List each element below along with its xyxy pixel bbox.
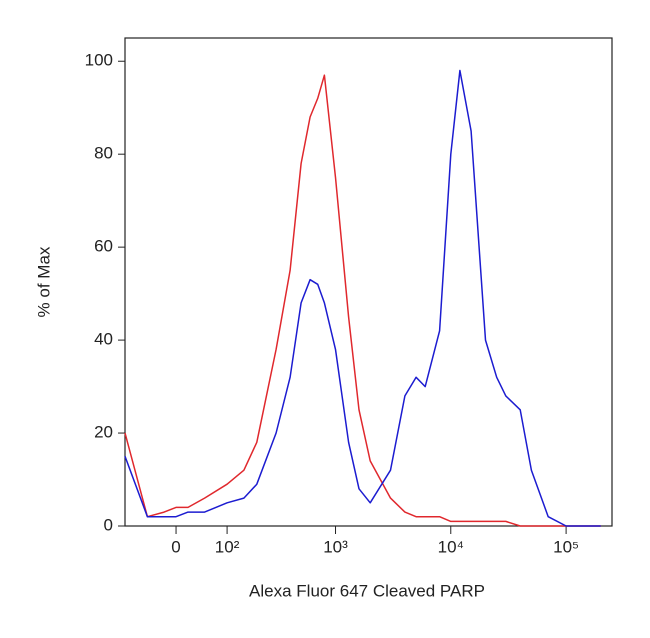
- histogram-line: [124, 69, 601, 527]
- x-tick-label: 0: [171, 537, 180, 556]
- x-tick-label: 10⁴: [438, 537, 464, 556]
- y-tick-label: 20: [94, 423, 113, 442]
- y-tick-label: 60: [94, 237, 113, 256]
- y-tick-label: 100: [85, 51, 113, 70]
- histogram-line: [124, 74, 601, 527]
- x-axis-label: Alexa Fluor 647 Cleaved PARP: [249, 581, 485, 600]
- x-tick-label: 10²: [215, 537, 240, 556]
- y-tick-label: 0: [104, 515, 113, 534]
- y-tick-label: 80: [94, 144, 113, 163]
- x-tick-label: 10⁵: [553, 537, 579, 556]
- plot-frame: [124, 37, 613, 527]
- x-tick-label: 10³: [323, 537, 348, 556]
- y-axis-label: % of Max: [34, 246, 53, 317]
- y-tick-label: 40: [94, 330, 113, 349]
